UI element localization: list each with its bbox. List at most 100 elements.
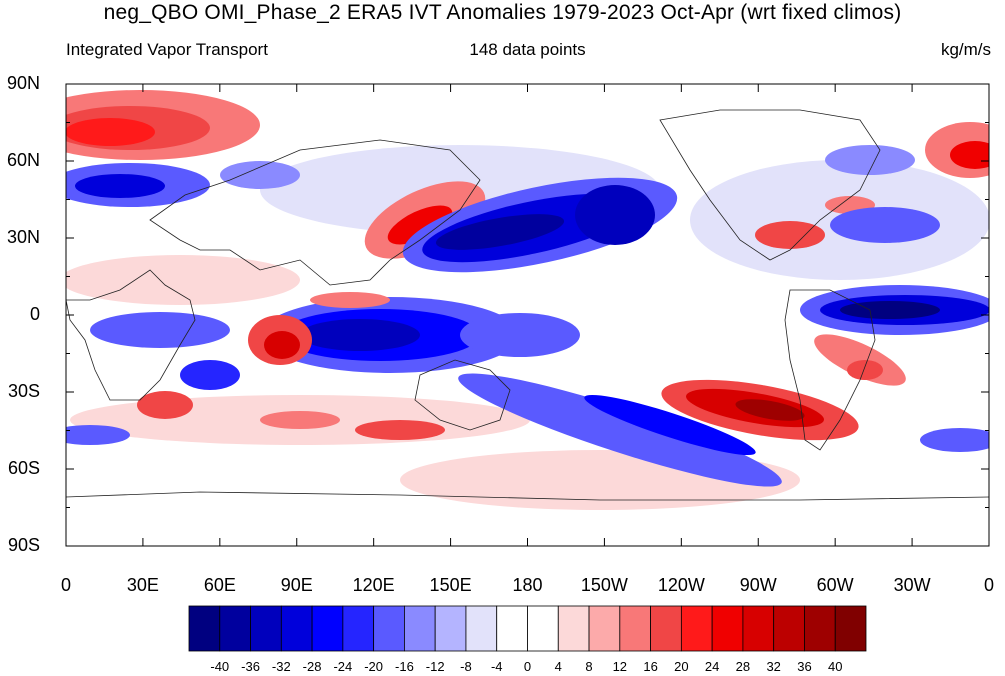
- tick-marks: [65, 83, 990, 547]
- anomaly-region: [300, 319, 420, 351]
- colorbar-swatch: [619, 605, 651, 652]
- anomaly-region: [755, 221, 825, 249]
- anomaly-region: [840, 301, 940, 319]
- lat-tick-label: 60S: [7, 458, 40, 478]
- colorbar-swatch: [188, 605, 221, 652]
- colorbar-tick-label: 0: [523, 659, 532, 674]
- lon-tick-label: 150E: [429, 575, 472, 595]
- anomaly-region: [920, 428, 989, 452]
- anomaly-region: [310, 292, 390, 308]
- colorbar-swatch: [373, 605, 405, 652]
- variable-label: Integrated Vapor Transport: [66, 40, 268, 59]
- south-america-coastline: [784, 289, 876, 451]
- colorbar-swatch: [465, 605, 498, 652]
- colorbar-swatch: [496, 605, 528, 652]
- colorbar-swatch: [742, 605, 775, 652]
- anomaly-region: [66, 255, 300, 305]
- lon-tick-label: 30E: [126, 575, 159, 595]
- lon-tick-label: 180: [512, 575, 543, 595]
- anomaly-region: [950, 141, 989, 169]
- anomaly-region: [264, 331, 300, 359]
- lon-tick-label: 150W: [580, 575, 628, 595]
- colorbar-tick-label: -12: [425, 659, 445, 674]
- colorbar-tick-label: -8: [460, 659, 472, 674]
- colorbar-tick-label: 24: [704, 659, 720, 674]
- anomaly-region: [355, 420, 445, 440]
- anomaly-region: [66, 118, 155, 146]
- colorbar: [188, 605, 867, 652]
- colorbar-swatch: [834, 605, 867, 652]
- lon-tick-label: 90E: [280, 575, 313, 595]
- lon-tick-label: 0: [983, 575, 995, 595]
- colorbar-tick-label: 40: [827, 659, 843, 674]
- colorbar-swatch: [311, 605, 344, 652]
- colorbar-tick-label: 32: [766, 659, 781, 674]
- colorbar-tick-label: -4: [490, 659, 503, 674]
- colorbar-swatch: [773, 605, 805, 652]
- anomaly-field: [66, 90, 989, 510]
- anomaly-region: [460, 313, 580, 357]
- anomaly-region: [575, 185, 655, 245]
- lon-tick-label: 120W: [657, 575, 705, 595]
- anomaly-region: [584, 394, 756, 456]
- colorbar-tick-label: 28: [735, 659, 751, 674]
- anomaly-region: [180, 360, 240, 390]
- colorbar-swatch: [711, 605, 744, 652]
- lon-tick-label: 90W: [739, 575, 777, 595]
- colorbar-swatch: [404, 605, 436, 652]
- anomaly-region: [220, 161, 300, 189]
- colorbar-swatch: [527, 605, 559, 652]
- anomaly-region: [735, 399, 805, 421]
- lat-tick-label: 30S: [7, 381, 40, 401]
- colorbar-tick-label: 20: [674, 659, 689, 674]
- lon-tick-label: 60E: [203, 575, 236, 595]
- colorbar-tick-label: -24: [333, 659, 353, 674]
- colorbar-swatch: [588, 605, 621, 652]
- anomaly-region: [387, 205, 453, 245]
- north-america-coastline: [659, 109, 881, 261]
- colorbar-tick-label: 8: [585, 659, 593, 674]
- anomaly-region: [458, 373, 782, 487]
- lat-tick-label: 0: [29, 304, 40, 324]
- anomaly-region: [830, 207, 940, 243]
- colorbar-tick-label: 16: [643, 659, 658, 674]
- lat-tick-label: 90S: [7, 535, 40, 555]
- africa-coastline: [66, 269, 196, 401]
- lat-tick-label: 60N: [6, 150, 40, 170]
- colorbar-tick-label: -32: [271, 659, 291, 674]
- anomaly-region: [435, 214, 565, 250]
- anomaly-region: [847, 360, 883, 380]
- colorbar-tick-label: 12: [612, 659, 628, 674]
- colorbar-tick-label: -36: [241, 659, 260, 674]
- antarctica-coastline: [66, 491, 989, 501]
- anomaly-region: [90, 312, 230, 348]
- colorbar-tick-label: -28: [302, 659, 322, 674]
- colorbar-swatch: [434, 605, 467, 652]
- colorbar-tick-label: -20: [364, 659, 384, 674]
- colorbar-swatch: [557, 605, 590, 652]
- colorbar-tick-label: 4: [554, 659, 562, 674]
- units-label: kg/m/s: [940, 40, 991, 59]
- colorbar-swatch: [250, 605, 282, 652]
- lat-tick-label: 90N: [6, 73, 40, 93]
- anomaly-region: [66, 425, 130, 445]
- coastlines: [66, 109, 989, 501]
- anomaly-region: [260, 411, 340, 429]
- lon-tick-label: 30W: [893, 575, 931, 595]
- anomaly-region: [137, 391, 193, 419]
- lon-tick-label: 60W: [816, 575, 854, 595]
- lon-tick-label: 0: [60, 575, 72, 595]
- colorbar-tick-label: 36: [797, 659, 812, 674]
- colorbar-swatch: [650, 605, 682, 652]
- colorbar-swatch: [280, 605, 313, 652]
- anomaly-region: [814, 334, 906, 386]
- colorbar-tick-label: -16: [395, 659, 414, 674]
- lon-tick-label: 120E: [352, 575, 395, 595]
- colorbar-tick-label: -40: [210, 659, 230, 674]
- colorbar-swatch: [680, 605, 713, 652]
- eurasia-coastline: [149, 139, 481, 286]
- anomaly-region: [75, 174, 165, 198]
- australia-coastline: [414, 359, 511, 431]
- anomaly-region: [825, 145, 915, 175]
